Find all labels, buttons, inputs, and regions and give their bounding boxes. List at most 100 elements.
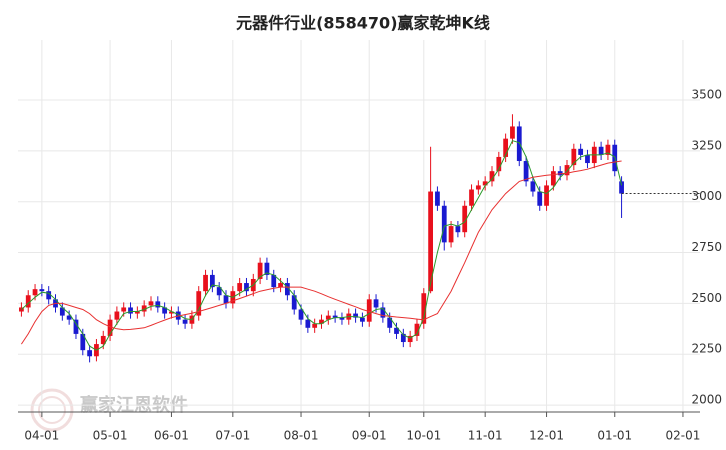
candle-body	[353, 313, 358, 318]
candle-body	[571, 148, 577, 166]
candle-body	[462, 205, 468, 233]
y-tick-label: 2750	[691, 240, 722, 254]
candle-body	[291, 295, 297, 310]
y-tick-label: 2500	[691, 291, 722, 305]
candle-body	[332, 315, 338, 318]
candle-body	[387, 317, 393, 328]
candle-body	[121, 307, 127, 312]
y-tick-label: 2250	[691, 342, 722, 356]
candle-body	[510, 126, 515, 139]
candle-body	[550, 171, 556, 186]
candle-body	[605, 144, 611, 155]
y-tick-label: 3500	[691, 88, 722, 102]
y-tick-label: 3000	[691, 189, 722, 203]
candle-body	[73, 319, 79, 334]
candle-body	[285, 283, 290, 296]
candle-body	[162, 307, 168, 314]
candle-body	[380, 307, 386, 318]
candle-body	[366, 299, 372, 322]
candle-body	[271, 274, 277, 288]
candle-body	[25, 295, 31, 308]
candle-body	[414, 323, 420, 336]
candle-body	[360, 317, 365, 322]
y-tick-label: 3250	[691, 138, 722, 152]
x-tick-label: 02-01	[666, 429, 701, 443]
candle-body	[435, 191, 440, 206]
candle-body	[155, 301, 161, 308]
moving-average-line	[21, 140, 623, 351]
candle-body	[421, 293, 427, 324]
candle-body	[298, 309, 304, 320]
candle-body	[469, 189, 474, 206]
chart-title: 元器件行业(858470)赢家乾坤K线	[236, 14, 490, 33]
candle-body	[107, 319, 113, 336]
candle-body	[66, 315, 72, 320]
candle-body	[339, 317, 345, 320]
candle-body	[257, 262, 263, 279]
candle-body	[503, 138, 509, 157]
candle-body	[100, 335, 106, 345]
candle-body	[209, 274, 215, 288]
candle-body	[134, 311, 140, 314]
x-tick-label: 06-01	[154, 429, 189, 443]
candle-body	[537, 191, 543, 206]
candle-body	[319, 319, 324, 324]
candle-body	[196, 291, 202, 316]
x-tick-label: 07-01	[215, 429, 250, 443]
moving-average-line	[20, 160, 622, 345]
candle-body	[32, 289, 38, 296]
y-tick-label: 2000	[691, 393, 722, 407]
candle-body	[578, 148, 584, 155]
candle-body	[448, 226, 454, 243]
x-tick-label: 05-01	[93, 429, 128, 443]
candle-body	[564, 165, 570, 176]
x-tick-label: 10-01	[406, 429, 441, 443]
candle-body	[39, 289, 45, 292]
candle-body	[530, 181, 536, 192]
candle-body	[59, 307, 65, 316]
candle-body	[585, 154, 590, 164]
candle-body	[305, 319, 311, 328]
candle-body	[455, 226, 461, 233]
candle-body	[148, 301, 154, 306]
candle-body	[128, 307, 133, 314]
candle-body	[325, 315, 331, 320]
candle-body	[278, 283, 283, 288]
x-tick-label: 08-01	[284, 429, 319, 443]
candle-body	[557, 171, 563, 176]
candle-body	[496, 156, 502, 172]
candle-body	[169, 311, 174, 314]
candle-body	[244, 283, 249, 292]
candle-body	[80, 333, 86, 351]
candle-body	[203, 274, 208, 292]
candle-body	[264, 262, 270, 275]
candle-body	[523, 161, 529, 182]
candle-body	[223, 295, 229, 304]
candle-body	[394, 327, 399, 334]
candle-body	[407, 335, 413, 343]
x-tick-label: 01-01	[597, 429, 632, 443]
candle-body	[237, 283, 243, 292]
x-tick-label: 09-01	[352, 429, 387, 443]
watermark-logo	[30, 388, 74, 432]
candle-body	[141, 305, 147, 312]
candle-body	[598, 146, 604, 155]
candle-body	[619, 181, 624, 194]
candle-body	[312, 323, 318, 328]
candle-body	[544, 185, 549, 206]
candle-body	[114, 311, 120, 320]
x-tick-label: 12-01	[529, 429, 564, 443]
candle-body	[182, 319, 188, 324]
candle-body	[216, 287, 222, 296]
candle-body	[489, 171, 495, 182]
candle-body	[46, 291, 52, 300]
candle-body	[441, 205, 447, 243]
x-tick-label: 04-01	[24, 429, 59, 443]
candle-body	[373, 299, 379, 308]
candle-body	[428, 191, 433, 292]
candle-body	[475, 185, 481, 190]
candle-body	[400, 333, 406, 343]
candle-body	[87, 350, 92, 357]
candle-body	[482, 181, 488, 186]
